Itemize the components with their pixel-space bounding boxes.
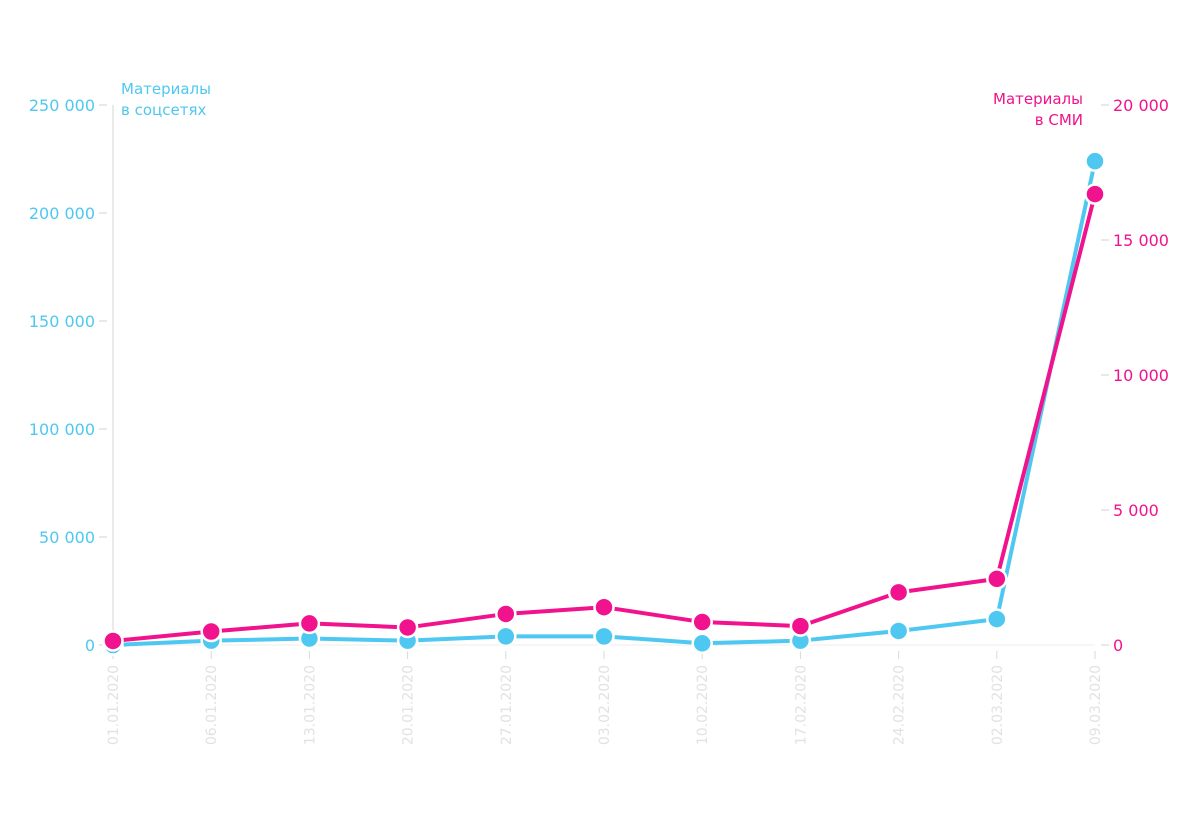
right-tick-label: 15 000 [1113, 231, 1169, 250]
x-tick-label: 01.01.2020 [106, 665, 122, 745]
series-line [111, 192, 1097, 643]
series-labels: Материалы в соцсетях Материалы в СМИ [121, 80, 1083, 129]
series-label-line: в соцсетях [121, 101, 206, 119]
right-tick-label: 20 000 [1113, 96, 1169, 115]
data-point [986, 608, 1008, 630]
data-point [887, 581, 910, 604]
data-point [1084, 183, 1106, 205]
data-point [495, 625, 517, 648]
x-tick-label: 03.02.2020 [597, 665, 613, 745]
right-tick-label: 5 000 [1113, 501, 1159, 520]
right-tick-label: 10 000 [1113, 366, 1169, 385]
data-point [1084, 150, 1106, 172]
data-point [887, 620, 910, 642]
series-line [111, 159, 1097, 647]
media-series-label: Материалы в СМИ [993, 90, 1083, 129]
series-social [102, 150, 1106, 656]
series-media [102, 183, 1106, 652]
data-point [298, 612, 321, 635]
series-label-line: Материалы [121, 80, 211, 98]
x-tick-label: 24.02.2020 [892, 665, 908, 745]
data-point [986, 568, 1008, 590]
left-tick-label: 0 [85, 636, 95, 655]
left-tick-label: 50 000 [39, 528, 95, 547]
data-point [593, 625, 615, 648]
data-point [495, 603, 517, 625]
series-label-line: Материалы [993, 90, 1083, 108]
data-point [691, 632, 713, 655]
x-tick-label: 10.02.2020 [695, 665, 711, 745]
left-tick-label: 200 000 [29, 204, 95, 223]
x-tick-label: 17.02.2020 [793, 665, 809, 745]
series-label-line: в СМИ [1035, 111, 1083, 129]
x-axis: 01.01.2020 06.01.2020 13.01.2020 20.01.2020… [106, 644, 1104, 745]
data-point [396, 616, 419, 639]
x-tick-label: 06.01.2020 [204, 665, 220, 745]
x-tick-label: 13.01.2020 [302, 665, 318, 745]
x-tick-label: 09.03.2020 [1088, 665, 1104, 745]
left-tick-label: 150 000 [29, 312, 95, 331]
social-series-label: Материалы в соцсетях [121, 80, 211, 119]
data-point [691, 611, 713, 633]
series-layer [102, 150, 1106, 656]
left-tick-label: 100 000 [29, 420, 95, 439]
data-point [593, 596, 615, 618]
x-tick-label: 27.01.2020 [499, 665, 515, 745]
x-tick-label: 20.01.2020 [401, 665, 417, 745]
data-point [102, 630, 124, 652]
right-axis: 0 5 000 10 000 15 000 20 000 [1101, 96, 1169, 655]
data-point [200, 620, 222, 643]
x-tick-label: 02.03.2020 [990, 665, 1006, 745]
data-point [789, 615, 812, 637]
left-tick-label: 250 000 [29, 96, 95, 115]
left-axis: 0 50 000 100 000 150 000 200 000 250 000 [29, 96, 114, 655]
right-tick-label: 0 [1113, 636, 1123, 655]
